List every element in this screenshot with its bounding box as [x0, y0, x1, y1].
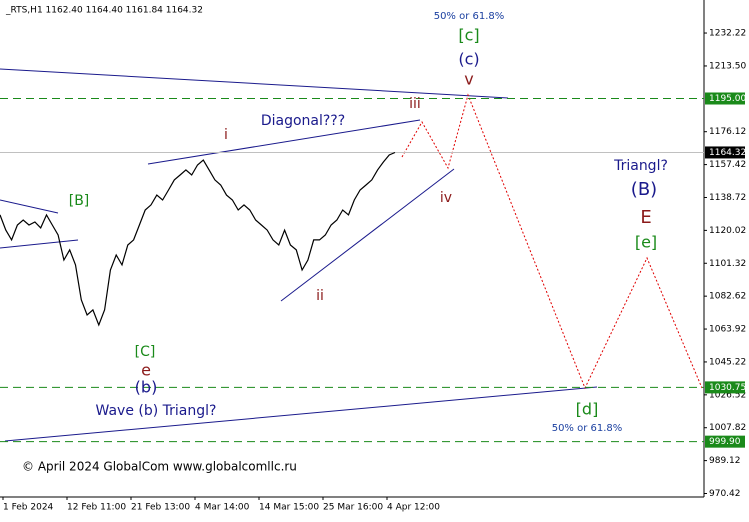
footer: © April 2024 GlobalCom www.globalcomllc.…	[22, 460, 297, 474]
price-line	[0, 151, 396, 327]
y-tick-label: 1176.12	[709, 127, 746, 137]
y-tick-label: 1026.52	[709, 390, 746, 400]
annotation: 50% or 61.8%	[434, 11, 505, 22]
trendlines	[0, 68, 598, 442]
annotation: [e]	[635, 233, 657, 252]
level-label: 1195.00	[709, 94, 746, 104]
y-tick-label: 970.42	[709, 489, 741, 499]
current-price-box	[705, 146, 745, 159]
current-price-label: 1164.32	[709, 148, 746, 158]
x-tick-label: 14 Mar 15:00	[259, 503, 319, 513]
forecast-path	[401, 93, 703, 390]
annotation: ii	[316, 288, 324, 304]
level-box	[705, 435, 745, 448]
y-tick-label: 1007.82	[709, 423, 746, 433]
x-tick-label: 4 Mar 14:00	[195, 503, 250, 513]
level-box	[705, 92, 745, 105]
annotation: 50% or 61.8%	[552, 423, 623, 434]
x-tick-label: 21 Feb 13:00	[131, 503, 190, 513]
y-tick-label: 1138.72	[709, 193, 746, 203]
annotation: [B]	[69, 193, 90, 209]
annotation: (B)	[631, 179, 657, 200]
y-tick-label: 989.12	[709, 456, 741, 466]
y-tick-label: 1101.32	[709, 259, 746, 269]
annotation: v	[464, 70, 473, 89]
header: _RTS,H1 1162.40 1164.40 1161.84 1164.32	[5, 6, 203, 16]
x-tick-label: 25 Mar 16:00	[323, 503, 383, 513]
y-tick-label: 1120.02	[709, 226, 746, 236]
y-tick-label: 1082.62	[709, 292, 746, 302]
y-tick-label: 1157.42	[709, 160, 746, 170]
annotation: (b)	[135, 378, 158, 397]
annotation: (c)	[458, 50, 479, 69]
annotation: Triangl?	[613, 158, 668, 174]
y-tick-label: 1063.92	[709, 325, 746, 335]
annotation: [d]	[576, 400, 599, 419]
annotation: iii	[409, 96, 421, 112]
x-tick-label: 4 Apr 12:00	[387, 503, 440, 513]
y-tick-label: 1232.22	[709, 29, 746, 39]
annotation: [c]	[458, 26, 479, 45]
level-label: 999.90	[709, 437, 741, 447]
annotation: e	[141, 361, 151, 380]
annotation: i	[224, 127, 228, 143]
annotation: E	[640, 207, 651, 228]
annotations: 50% or 61.8% [c] (c) v iii Diagonal??? i…	[69, 11, 668, 434]
level-label: 1030.75	[709, 383, 746, 393]
annotation: Wave (b) Triangl?	[96, 403, 217, 419]
x-tick-label: 12 Feb 11:00	[67, 503, 126, 513]
x-tick-label: 1 Feb 2024	[3, 503, 54, 513]
y-tick-label: 1213.50	[709, 61, 746, 71]
annotation: Diagonal???	[261, 113, 345, 129]
annotation: iv	[440, 190, 452, 206]
y-tick-label: 1045.22	[709, 357, 746, 367]
level-box	[705, 381, 745, 394]
annotation: [C]	[135, 344, 156, 360]
